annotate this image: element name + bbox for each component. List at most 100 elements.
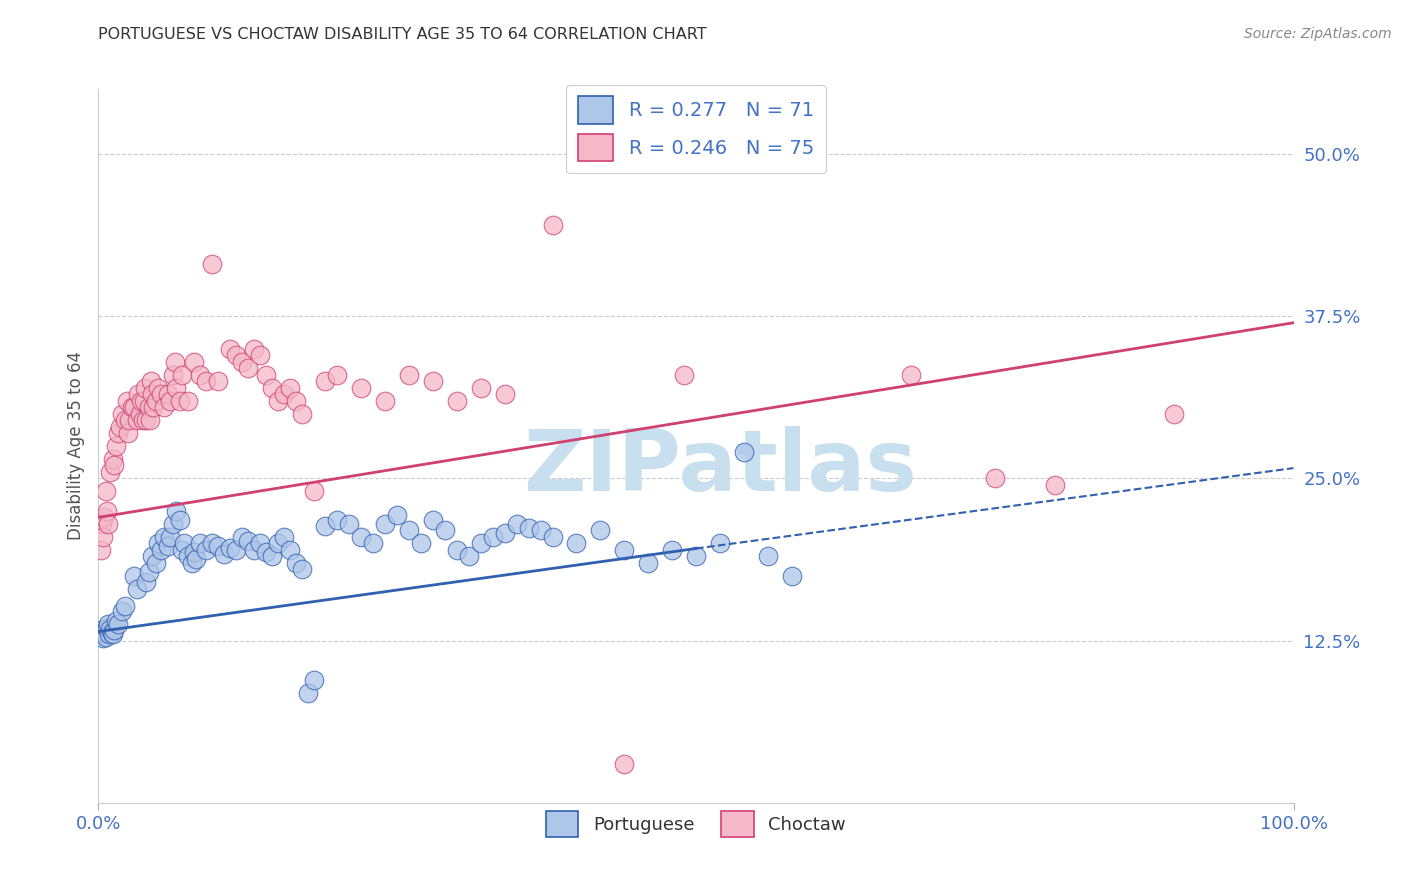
Point <box>212 547 235 561</box>
Point <box>267 536 290 550</box>
Point <box>183 354 205 368</box>
Point <box>97 616 120 631</box>
Point <box>90 624 112 638</box>
Point <box>236 361 259 376</box>
Point <box>411 536 433 550</box>
Point <box>494 387 516 401</box>
Point <box>517 521 540 535</box>
Point <box>93 510 115 524</box>
Point <box>115 393 138 408</box>
Point <box>350 381 373 395</box>
Point <box>756 549 779 564</box>
Text: ZIPatlas: ZIPatlas <box>523 425 917 509</box>
Point <box>780 568 803 582</box>
Point <box>434 524 457 538</box>
Point <box>141 387 163 401</box>
Point <box>135 575 157 590</box>
Point <box>91 516 114 531</box>
Point <box>96 504 118 518</box>
Point <box>385 508 409 522</box>
Point <box>201 257 224 271</box>
Point <box>254 545 277 559</box>
Point <box>422 513 444 527</box>
Point <box>1043 478 1066 492</box>
Point <box>100 625 122 640</box>
Point <box>156 539 179 553</box>
Point <box>173 536 195 550</box>
Point <box>108 419 131 434</box>
Point <box>219 541 242 556</box>
Point <box>207 539 229 553</box>
Point <box>141 549 163 564</box>
Point <box>398 368 420 382</box>
Point <box>163 354 186 368</box>
Point <box>249 536 271 550</box>
Point <box>132 393 155 408</box>
Point <box>188 536 211 550</box>
Point <box>127 387 149 401</box>
Point <box>98 627 121 641</box>
Point <box>470 536 492 550</box>
Point <box>350 530 373 544</box>
Point <box>148 536 170 550</box>
Point <box>114 413 136 427</box>
Point <box>114 599 136 613</box>
Point <box>278 381 301 395</box>
Point <box>243 342 266 356</box>
Point <box>302 484 325 499</box>
Point <box>142 400 165 414</box>
Point <box>284 393 307 408</box>
Point <box>326 368 349 382</box>
Point <box>195 542 218 557</box>
Point <box>177 549 200 564</box>
Point <box>231 354 253 368</box>
Point <box>159 393 181 408</box>
Point <box>180 556 202 570</box>
Point <box>96 621 118 635</box>
Point <box>231 530 253 544</box>
Point <box>149 542 172 557</box>
Point <box>94 484 117 499</box>
Point <box>188 368 211 382</box>
Point <box>565 536 588 550</box>
Point <box>125 413 148 427</box>
Point <box>139 413 162 427</box>
Point <box>458 549 481 564</box>
Point <box>183 545 205 559</box>
Point <box>149 387 172 401</box>
Point <box>172 368 194 382</box>
Point <box>422 374 444 388</box>
Point <box>162 368 184 382</box>
Point <box>105 439 128 453</box>
Point <box>98 622 122 636</box>
Point <box>984 471 1007 485</box>
Point <box>121 400 143 414</box>
Point <box>98 465 122 479</box>
Point <box>186 552 208 566</box>
Point <box>613 542 636 557</box>
Point <box>107 425 129 440</box>
Point <box>177 393 200 408</box>
Point <box>267 393 290 408</box>
Point <box>153 530 176 544</box>
Point <box>637 556 659 570</box>
Point <box>97 516 120 531</box>
Point <box>315 519 337 533</box>
Point <box>101 627 124 641</box>
Point <box>236 533 259 548</box>
Point <box>302 673 325 687</box>
Point <box>124 568 146 582</box>
Point <box>129 407 152 421</box>
Text: Source: ZipAtlas.com: Source: ZipAtlas.com <box>1244 27 1392 41</box>
Point <box>470 381 492 395</box>
Point <box>254 368 277 382</box>
Point <box>145 393 167 408</box>
Point <box>685 549 707 564</box>
Point <box>111 604 134 618</box>
Point <box>94 630 117 644</box>
Point <box>494 525 516 540</box>
Point <box>530 524 553 538</box>
Point <box>124 400 146 414</box>
Point <box>541 219 564 233</box>
Point <box>219 342 242 356</box>
